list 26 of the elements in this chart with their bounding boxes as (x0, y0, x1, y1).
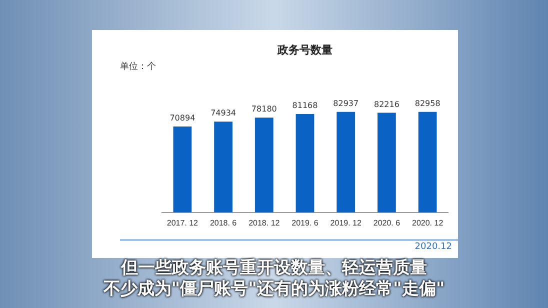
x-tick-label: 2017. 12 (166, 218, 199, 228)
text: 不少成为"僵尸账号"还有的为涨粉经常"走偏" (102, 279, 446, 300)
bar (378, 112, 396, 212)
text: 但一些政务账号重开设数量、轻运营质量 (120, 258, 428, 279)
bar (214, 122, 232, 212)
y-axis-title: 单位：个 (120, 60, 156, 73)
x-tick-label: 2020. 12 (412, 218, 444, 228)
data-label: 78180 (251, 104, 277, 114)
data-label: 70894 (170, 114, 196, 123)
data-label: 74934 (210, 108, 236, 118)
bar (173, 126, 192, 212)
x-tick-label: 2018. 6 (210, 218, 238, 228)
bar (254, 118, 274, 212)
text: 2020.12 (414, 242, 452, 252)
x-tick-label: 2019. 6 (292, 218, 319, 228)
data-label: 82216 (374, 100, 400, 109)
x-tick-label: 2019. 12 (330, 218, 362, 228)
data-label: 81168 (292, 101, 318, 110)
chart-title: 政务号数量 (276, 43, 332, 56)
x-tick-label: 2018. 12 (248, 218, 280, 228)
bar (418, 112, 437, 212)
x-tick-label: 2020. 6 (373, 218, 401, 228)
bar (296, 114, 314, 212)
data-label: 82958 (414, 98, 440, 108)
bar (336, 112, 356, 212)
data-label: 82937 (333, 98, 359, 108)
